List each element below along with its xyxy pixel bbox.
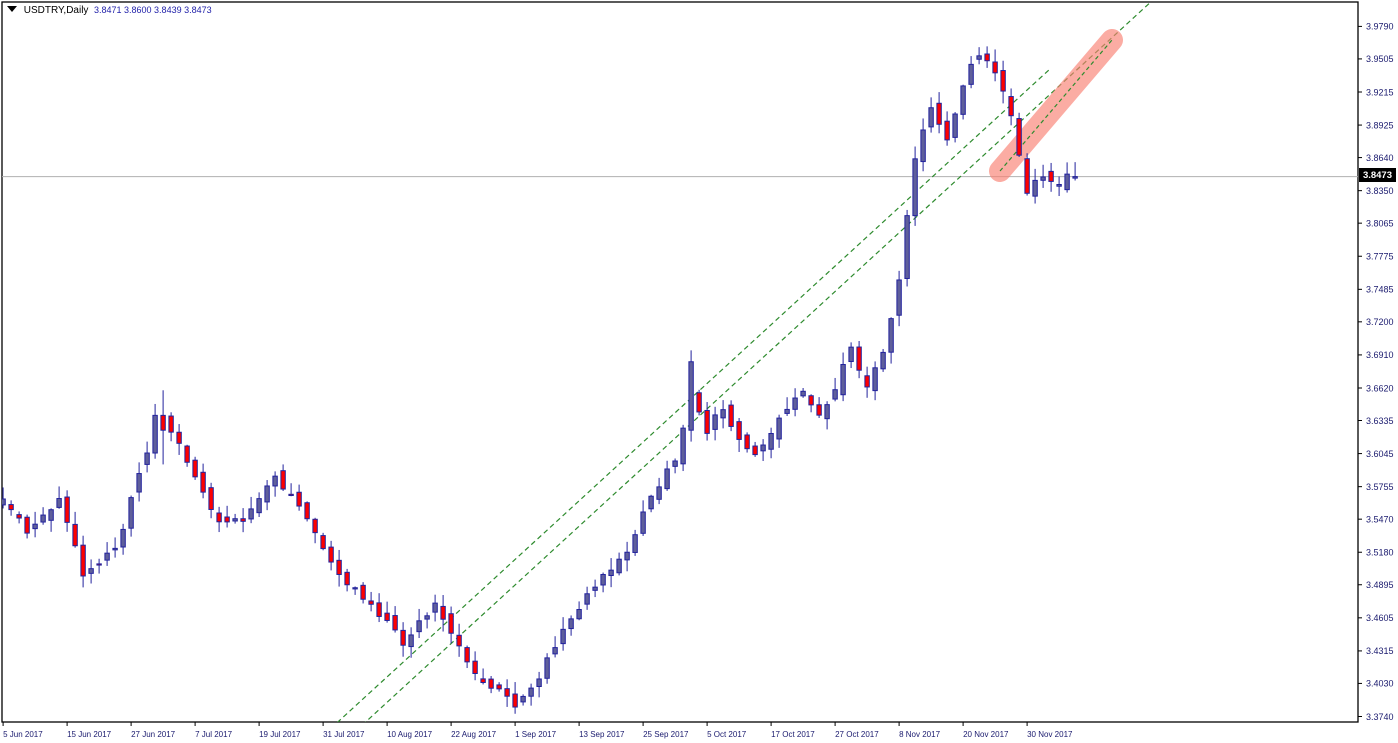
svg-text:3.6620: 3.6620: [1366, 383, 1394, 393]
svg-text:13 Sep 2017: 13 Sep 2017: [579, 730, 625, 739]
svg-text:3.9505: 3.9505: [1366, 54, 1394, 64]
svg-text:3.4030: 3.4030: [1366, 679, 1394, 689]
svg-text:3.6045: 3.6045: [1366, 449, 1394, 459]
svg-text:3.5755: 3.5755: [1366, 482, 1394, 492]
svg-text:31 Jul 2017: 31 Jul 2017: [323, 730, 365, 739]
svg-text:3.8350: 3.8350: [1366, 186, 1394, 196]
svg-text:3.7775: 3.7775: [1366, 252, 1394, 262]
svg-text:20 Nov 2017: 20 Nov 2017: [963, 730, 1009, 739]
svg-text:3.4895: 3.4895: [1366, 580, 1394, 590]
svg-text:3.3740: 3.3740: [1366, 712, 1394, 722]
svg-text:30 Nov 2017: 30 Nov 2017: [1027, 730, 1073, 739]
svg-text:5 Oct 2017: 5 Oct 2017: [707, 730, 747, 739]
svg-text:5 Jun 2017: 5 Jun 2017: [3, 730, 43, 739]
svg-text:3.8640: 3.8640: [1366, 153, 1394, 163]
svg-text:3.5470: 3.5470: [1366, 514, 1394, 524]
svg-text:3.6910: 3.6910: [1366, 350, 1394, 360]
svg-text:3.7200: 3.7200: [1366, 317, 1394, 327]
svg-text:8 Nov 2017: 8 Nov 2017: [899, 730, 940, 739]
svg-text:3.9215: 3.9215: [1366, 87, 1394, 97]
svg-text:27 Oct 2017: 27 Oct 2017: [835, 730, 879, 739]
svg-text:3.7485: 3.7485: [1366, 285, 1394, 295]
svg-text:1 Sep 2017: 1 Sep 2017: [515, 730, 556, 739]
svg-text:3.9790: 3.9790: [1366, 22, 1394, 32]
svg-text:10 Aug 2017: 10 Aug 2017: [387, 730, 432, 739]
svg-text:3.6335: 3.6335: [1366, 416, 1394, 426]
svg-text:17 Oct 2017: 17 Oct 2017: [771, 730, 815, 739]
svg-text:15 Jun 2017: 15 Jun 2017: [67, 730, 112, 739]
svg-text:3.4315: 3.4315: [1366, 646, 1394, 656]
svg-text:3.5180: 3.5180: [1366, 548, 1394, 558]
svg-text:7 Jul 2017: 7 Jul 2017: [195, 730, 232, 739]
svg-text:19 Jul 2017: 19 Jul 2017: [259, 730, 301, 739]
svg-text:22 Aug 2017: 22 Aug 2017: [451, 730, 496, 739]
svg-text:27 Jun 2017: 27 Jun 2017: [131, 730, 176, 739]
svg-text:3.4605: 3.4605: [1366, 613, 1394, 623]
svg-text:3.8925: 3.8925: [1366, 120, 1394, 130]
svg-text:3.8065: 3.8065: [1366, 218, 1394, 228]
svg-text:25 Sep 2017: 25 Sep 2017: [643, 730, 689, 739]
